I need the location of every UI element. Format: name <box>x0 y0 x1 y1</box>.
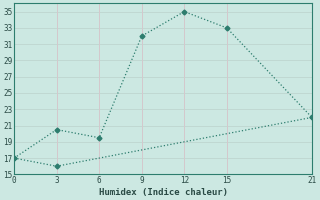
X-axis label: Humidex (Indice chaleur): Humidex (Indice chaleur) <box>99 188 228 197</box>
